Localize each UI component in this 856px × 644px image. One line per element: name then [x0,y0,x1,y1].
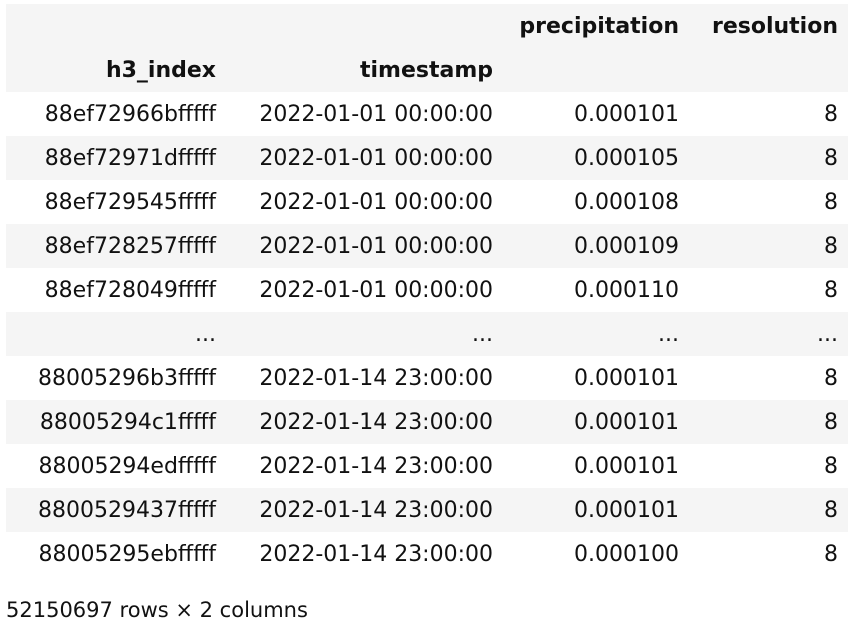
ellipsis-row: ... ... ... ... [6,312,848,356]
column-header-precipitation: precipitation [503,14,689,39]
resolution-cell: 8 [689,454,848,479]
h3-index-cell: 88ef728049fffff [6,278,226,303]
h3-index-cell: 88ef72966bfffff [6,102,226,127]
h3-index-cell: 88ef729545fffff [6,190,226,215]
resolution-cell: 8 [689,278,848,303]
precipitation-cell: 0.000101 [503,454,689,479]
resolution-cell: 8 [689,366,848,391]
dataframe-shape-summary: 52150697 rows × 2 columns [6,598,308,622]
precipitation-cell: 0.000110 [503,278,689,303]
table-body: 88ef72966bfffff 2022-01-01 00:00:00 0.00… [6,92,848,576]
precipitation-cell: 0.000101 [503,102,689,127]
table-row: 88ef72966bfffff 2022-01-01 00:00:00 0.00… [6,92,848,136]
resolution-cell: 8 [689,410,848,435]
resolution-cell: 8 [689,498,848,523]
timestamp-cell: 2022-01-01 00:00:00 [226,102,503,127]
resolution-cell: 8 [689,190,848,215]
column-header-resolution: resolution [689,14,848,39]
resolution-cell: 8 [689,542,848,567]
table-row: 88005295ebfffff 2022-01-14 23:00:00 0.00… [6,532,848,576]
h3-index-cell: 8800529437fffff [6,498,226,523]
precipitation-cell: 0.000101 [503,498,689,523]
h3-index-cell: 88005294edfffff [6,454,226,479]
timestamp-cell: 2022-01-14 23:00:00 [226,542,503,567]
table-row: 88005294c1fffff 2022-01-14 23:00:00 0.00… [6,400,848,444]
timestamp-cell: 2022-01-01 00:00:00 [226,278,503,303]
timestamp-cell: 2022-01-01 00:00:00 [226,234,503,259]
h3-index-cell: 88005296b3fffff [6,366,226,391]
h3-index-cell: 88005294c1fffff [6,410,226,435]
h3-index-cell: 88005295ebfffff [6,542,226,567]
table-row: 88ef729545fffff 2022-01-01 00:00:00 0.00… [6,180,848,224]
table-row: 88ef728257fffff 2022-01-01 00:00:00 0.00… [6,224,848,268]
dataframe-table: precipitation resolution h3_index timest… [6,4,848,576]
index-header-row: h3_index timestamp [6,48,848,92]
timestamp-cell: 2022-01-14 23:00:00 [226,454,503,479]
table-row: 88ef728049fffff 2022-01-01 00:00:00 0.00… [6,268,848,312]
table-row: 88005296b3fffff 2022-01-14 23:00:00 0.00… [6,356,848,400]
column-header-row: precipitation resolution [6,4,848,48]
precipitation-cell: 0.000109 [503,234,689,259]
timestamp-cell: 2022-01-14 23:00:00 [226,498,503,523]
h3-index-cell: 88ef728257fffff [6,234,226,259]
timestamp-cell: 2022-01-14 23:00:00 [226,410,503,435]
precipitation-cell: 0.000101 [503,366,689,391]
ellipsis-cell: ... [226,322,503,347]
precipitation-cell: 0.000105 [503,146,689,171]
index-header-timestamp: timestamp [226,58,503,83]
table-row: 8800529437fffff 2022-01-14 23:00:00 0.00… [6,488,848,532]
index-header-h3-index: h3_index [6,58,226,83]
resolution-cell: 8 [689,146,848,171]
resolution-cell: 8 [689,102,848,127]
timestamp-cell: 2022-01-01 00:00:00 [226,146,503,171]
table-row: 88005294edfffff 2022-01-14 23:00:00 0.00… [6,444,848,488]
ellipsis-cell: ... [503,322,689,347]
timestamp-cell: 2022-01-14 23:00:00 [226,366,503,391]
precipitation-cell: 0.000100 [503,542,689,567]
resolution-cell: 8 [689,234,848,259]
ellipsis-cell: ... [689,322,848,347]
precipitation-cell: 0.000101 [503,410,689,435]
precipitation-cell: 0.000108 [503,190,689,215]
h3-index-cell: 88ef72971dfffff [6,146,226,171]
timestamp-cell: 2022-01-01 00:00:00 [226,190,503,215]
table-row: 88ef72971dfffff 2022-01-01 00:00:00 0.00… [6,136,848,180]
ellipsis-cell: ... [6,322,226,347]
